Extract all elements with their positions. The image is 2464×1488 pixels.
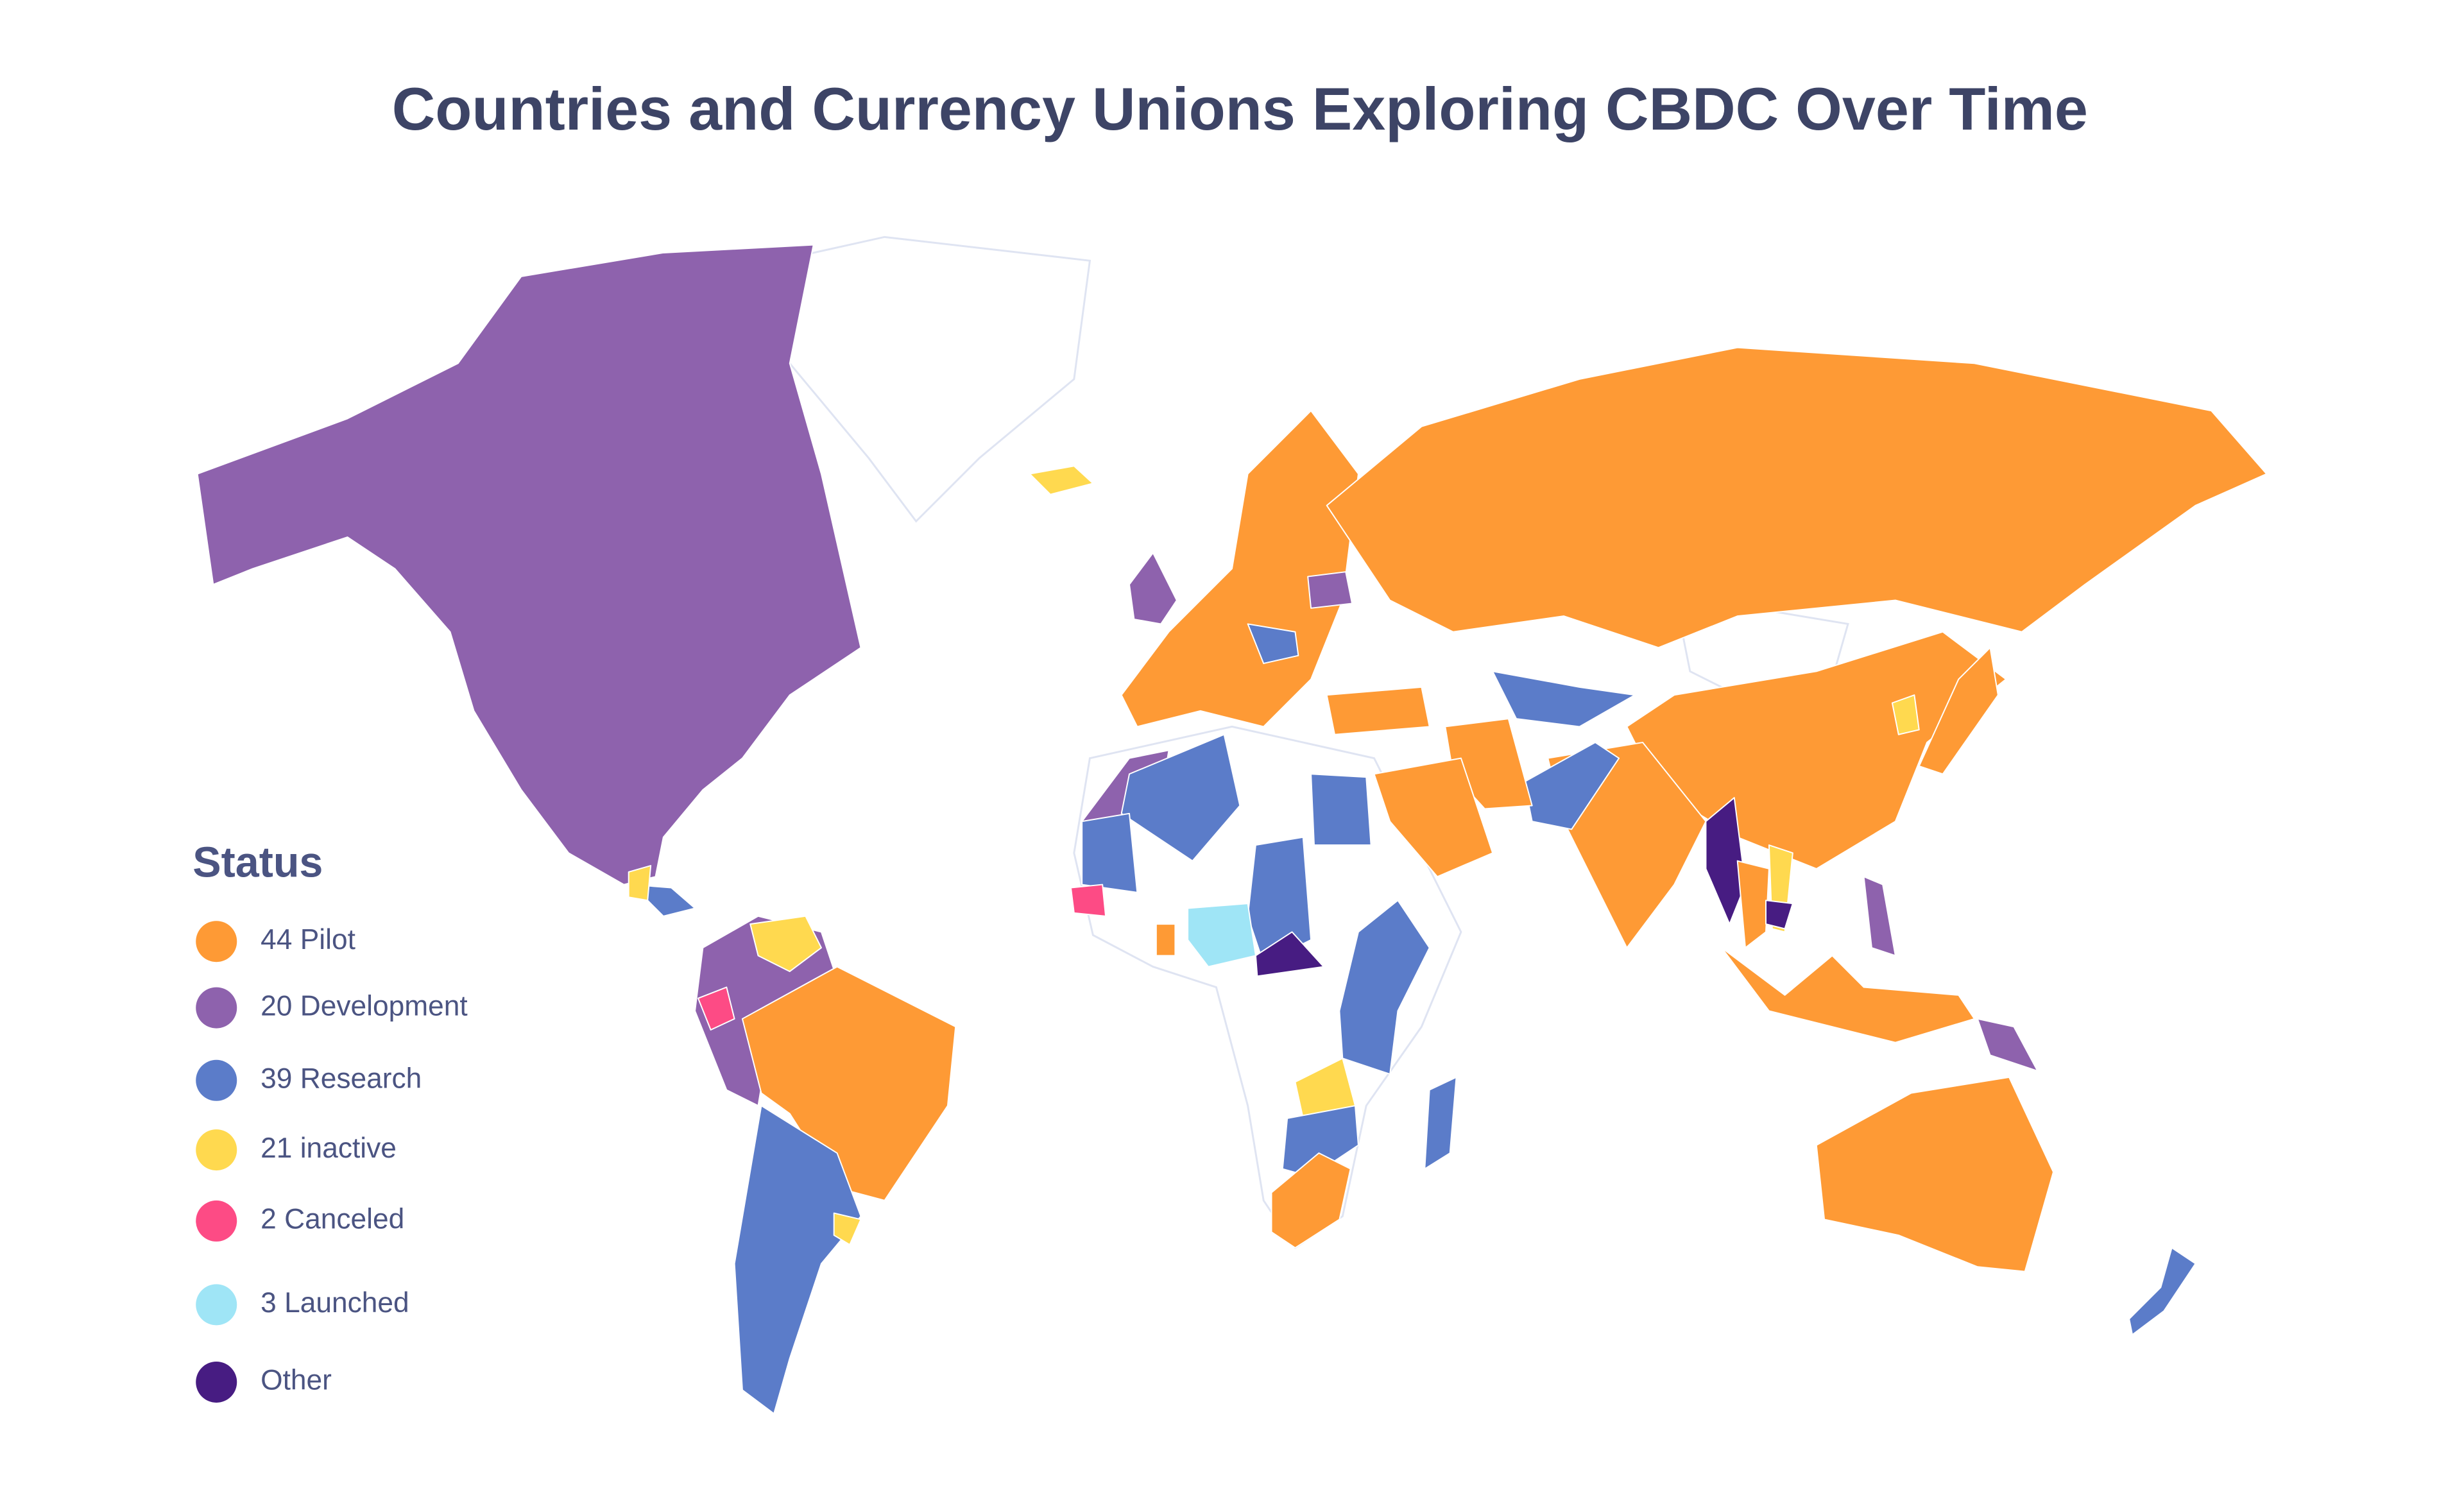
venezuela	[749, 915, 822, 972]
pakistan	[1523, 742, 1620, 830]
new-zealand	[2128, 1247, 2196, 1336]
thailand	[1736, 860, 1770, 949]
caribbean	[628, 865, 652, 902]
iceland	[1029, 465, 1094, 495]
philippines	[1863, 876, 1896, 957]
legend-label: Other	[261, 1365, 332, 1396]
greenland	[740, 235, 1091, 523]
central-europe	[1247, 623, 1299, 664]
legend-swatch	[196, 987, 237, 1029]
algeria	[1120, 733, 1241, 862]
legend-swatch	[196, 1200, 237, 1242]
ecuador	[697, 986, 735, 1031]
uk	[1129, 552, 1177, 625]
legend-swatch	[196, 1129, 237, 1171]
map-title: Countries and Currency Unions Exploring …	[392, 75, 2088, 142]
legend-swatch	[196, 1361, 237, 1403]
legend-swatch	[196, 1059, 237, 1101]
legend-title: Status	[193, 839, 323, 887]
mauritania	[1081, 812, 1138, 893]
nigeria	[1187, 903, 1256, 968]
central-asia	[1492, 671, 1636, 728]
legend-label: 3 Launched	[261, 1287, 409, 1319]
egypt	[1310, 773, 1372, 846]
senegal	[1070, 884, 1107, 917]
legend-swatch	[196, 921, 237, 962]
south-africa	[1270, 1152, 1351, 1249]
legend-label: 44 Pilot	[261, 924, 355, 955]
arabia	[1373, 757, 1494, 878]
legend-label: 21 inactive	[261, 1133, 397, 1164]
australia	[1815, 1076, 2054, 1272]
legend-swatch	[196, 1284, 237, 1326]
myanmar	[1705, 797, 1746, 925]
uruguay	[833, 1212, 862, 1245]
korea	[1891, 694, 1920, 735]
legend-label: 2 Canceled	[261, 1204, 404, 1235]
countries	[196, 235, 2268, 1415]
southern-cone	[733, 1105, 862, 1415]
cambodia	[1765, 900, 1793, 930]
east-africa	[1339, 900, 1430, 1075]
ghana	[1155, 923, 1176, 957]
indonesia	[1721, 947, 1975, 1043]
legend-label: 39 Research	[261, 1063, 422, 1095]
papua-new-guinea	[1976, 1018, 2039, 1072]
belarus	[1307, 571, 1353, 609]
legend-label: 20 Development	[261, 990, 468, 1022]
central-african-republic	[1254, 931, 1324, 977]
turkey	[1326, 686, 1430, 735]
legend: Status 44 Pilot 20 Development 39 Research…	[193, 839, 468, 1403]
russia	[1326, 346, 2268, 649]
north-america	[196, 244, 862, 885]
brazil	[741, 966, 957, 1201]
madagascar	[1424, 1076, 1457, 1170]
japan	[1918, 647, 1999, 775]
